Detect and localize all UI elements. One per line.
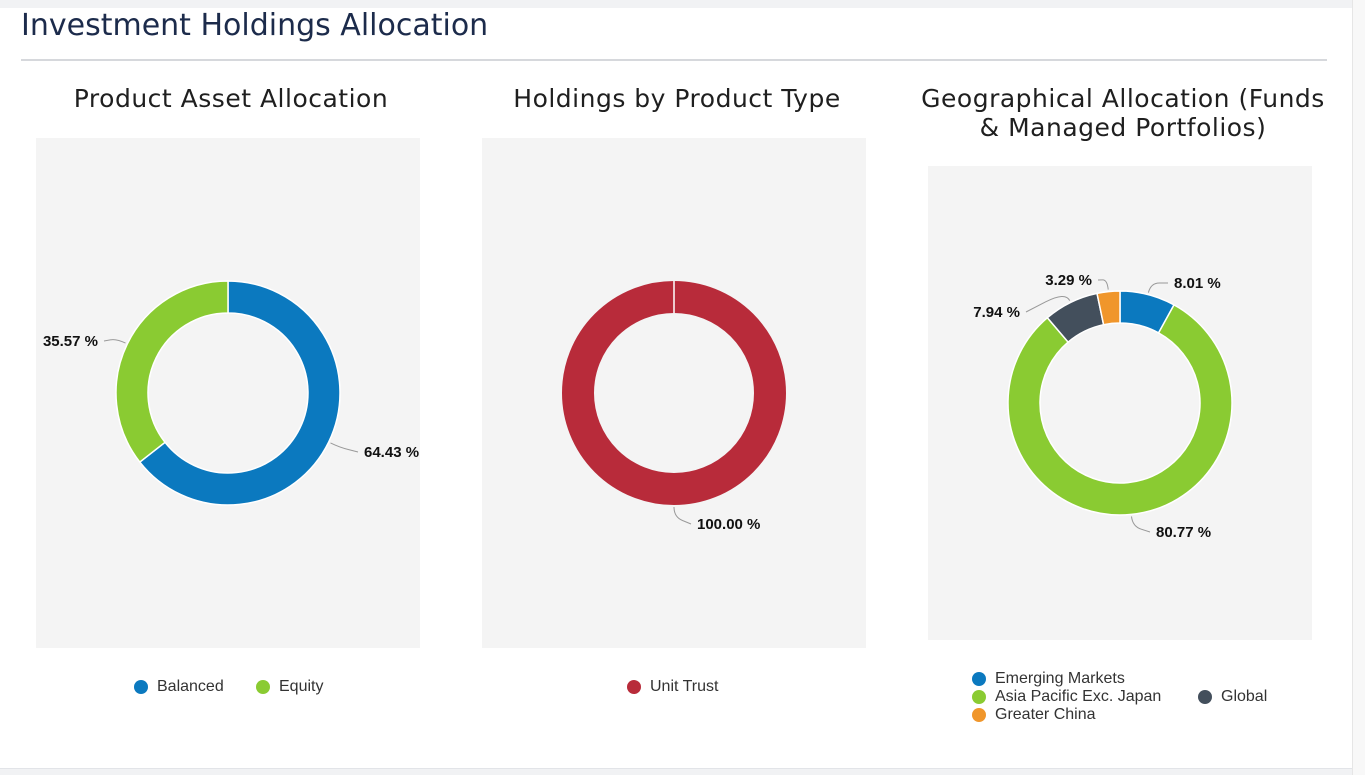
label-connector [1025, 295, 1071, 313]
chart-title-line-2: & Managed Portfolios) [979, 113, 1267, 142]
legend-marker-icon [1198, 690, 1212, 704]
legend-label: Greater China [995, 706, 1096, 723]
label-connector [103, 339, 126, 344]
legend-marker-icon [972, 708, 986, 722]
legend-label: Equity [279, 678, 324, 695]
donut-slice-equity[interactable] [115, 280, 229, 464]
plot-background [482, 138, 866, 648]
label-connector [330, 442, 359, 453]
label-connector [1147, 282, 1169, 293]
legend-label: Unit Trust [650, 678, 719, 695]
donut-chart-svg: 8.01 % 80.77 % 7.94 % 3.29 % [928, 166, 1312, 640]
data-label-balanced: 64.43 % [364, 444, 419, 461]
chart-title: Geographical Allocation (Funds & Managed… [913, 84, 1333, 142]
geographical-allocation-chart: Geographical Allocation (Funds & Managed… [913, 78, 1333, 738]
legend-marker-icon [627, 680, 641, 694]
legend-label: Global [1221, 688, 1268, 705]
label-connector [1131, 516, 1151, 533]
donut-slice-asia-pacific-exc-japan[interactable] [1007, 303, 1233, 516]
legend-label: Emerging Markets [995, 670, 1125, 687]
chart-title: Holdings by Product Type [513, 84, 841, 113]
holdings-allocation-card: Investment Holdings Allocation Product A… [0, 8, 1352, 769]
legend-marker-icon [256, 680, 270, 694]
legend-marker-icon [972, 672, 986, 686]
legend-item-balanced[interactable]: Balanced [134, 678, 224, 696]
plot-background [36, 138, 420, 648]
legend-marker-icon [972, 690, 986, 704]
label-connector [1097, 279, 1109, 290]
donut-chart-svg: 64.43 % 35.57 % [36, 138, 420, 648]
title-divider [21, 59, 1327, 61]
donut-slice-balanced[interactable] [138, 280, 341, 506]
legend-item-unit-trust[interactable]: Unit Trust [627, 678, 718, 696]
legend-marker-icon [134, 680, 148, 694]
data-label-unit-trust: 100.00 % [697, 516, 760, 533]
legend-item-equity[interactable]: Equity [256, 678, 323, 696]
chart-title-line-1: Geographical Allocation (Funds [921, 84, 1325, 113]
page-scrollbar[interactable] [1352, 0, 1365, 775]
holdings-by-product-type-chart: Holdings by Product Type 100.00 % Unit T… [467, 78, 887, 738]
donut-slice-greater-china[interactable] [1096, 290, 1121, 326]
legend-item-emerging-markets[interactable]: Emerging Markets [972, 670, 1125, 688]
legend-item-asia-pacific-exc-japan[interactable]: Asia Pacific Exc. Japan [972, 688, 1161, 706]
data-label-emerging-markets: 8.01 % [1174, 275, 1221, 292]
chart-title: Product Asset Allocation [73, 84, 389, 113]
plot-background [928, 166, 1312, 640]
data-label-equity: 35.57 % [43, 333, 98, 350]
data-label-greater-china: 3.29 % [1045, 272, 1092, 289]
legend-item-greater-china[interactable]: Greater China [972, 706, 1096, 724]
legend-item-global[interactable]: Global [1198, 688, 1267, 706]
data-label-asia-pacific-exc-japan: 80.77 % [1156, 524, 1211, 541]
donut-chart-svg: 100.00 % [482, 138, 866, 648]
legend-label: Asia Pacific Exc. Japan [995, 688, 1162, 705]
label-connector [673, 506, 692, 525]
legend-label: Balanced [157, 678, 224, 695]
page-title: Investment Holdings Allocation [21, 8, 489, 43]
product-asset-allocation-chart: Product Asset Allocation 64.43 % 35.57 % … [21, 78, 441, 738]
data-label-global: 7.94 % [973, 304, 1020, 321]
